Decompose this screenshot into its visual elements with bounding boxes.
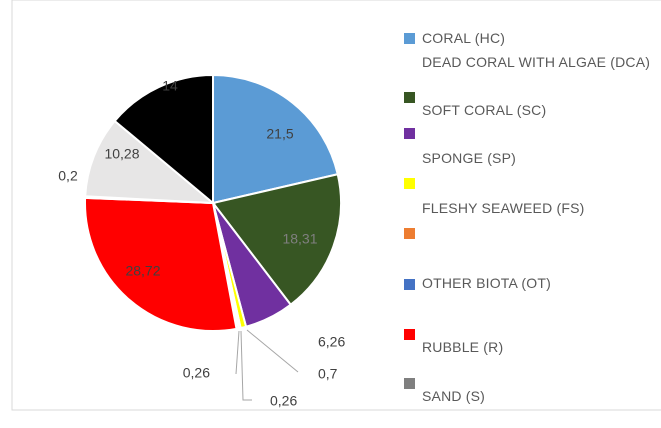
data-label: 6,26 bbox=[318, 334, 345, 350]
pie-slice bbox=[84, 196, 238, 332]
legend-label: SAND (S) bbox=[422, 388, 486, 404]
data-label: 0,7 bbox=[318, 366, 338, 382]
leader-line bbox=[235, 330, 240, 375]
data-label: 0,26 bbox=[183, 365, 210, 381]
legend-label: OTHER BIOTA (OT) bbox=[422, 275, 551, 291]
legend-swatch bbox=[404, 279, 415, 290]
legend-label: SOFT CORAL (SC) bbox=[422, 102, 547, 118]
legend-swatch bbox=[404, 378, 415, 389]
data-label: 0,26 bbox=[270, 393, 297, 409]
legend-swatch bbox=[404, 178, 415, 189]
legend-label: RUBBLE (R) bbox=[422, 339, 504, 355]
pie-slice bbox=[211, 173, 342, 307]
data-label: 18,31 bbox=[282, 231, 317, 247]
pie-slice bbox=[212, 73, 339, 205]
pie-slice bbox=[84, 119, 216, 205]
legend-swatch bbox=[404, 92, 415, 103]
pie-slice bbox=[113, 73, 214, 206]
legend-label: SPONGE (SP) bbox=[422, 150, 516, 166]
legend-label: FLESHY SEAWEED (FS) bbox=[422, 200, 585, 216]
legend-label: DEAD CORAL WITH ALGAE (DCA) bbox=[422, 54, 651, 70]
leader-line bbox=[240, 330, 252, 401]
legend-swatch bbox=[404, 329, 415, 340]
data-label: 21,5 bbox=[266, 126, 293, 142]
data-label: 28,72 bbox=[125, 263, 160, 279]
chart-frame bbox=[11, 0, 661, 411]
data-label: 14 bbox=[162, 78, 178, 94]
leader-line bbox=[246, 329, 299, 373]
legend-swatch bbox=[404, 33, 415, 44]
legend-swatch bbox=[404, 128, 415, 139]
data-label: 10,28 bbox=[104, 146, 139, 162]
legend-swatch bbox=[404, 228, 415, 239]
legend-label: CORAL (HC) bbox=[422, 30, 506, 46]
data-label: 0,2 bbox=[58, 168, 78, 184]
